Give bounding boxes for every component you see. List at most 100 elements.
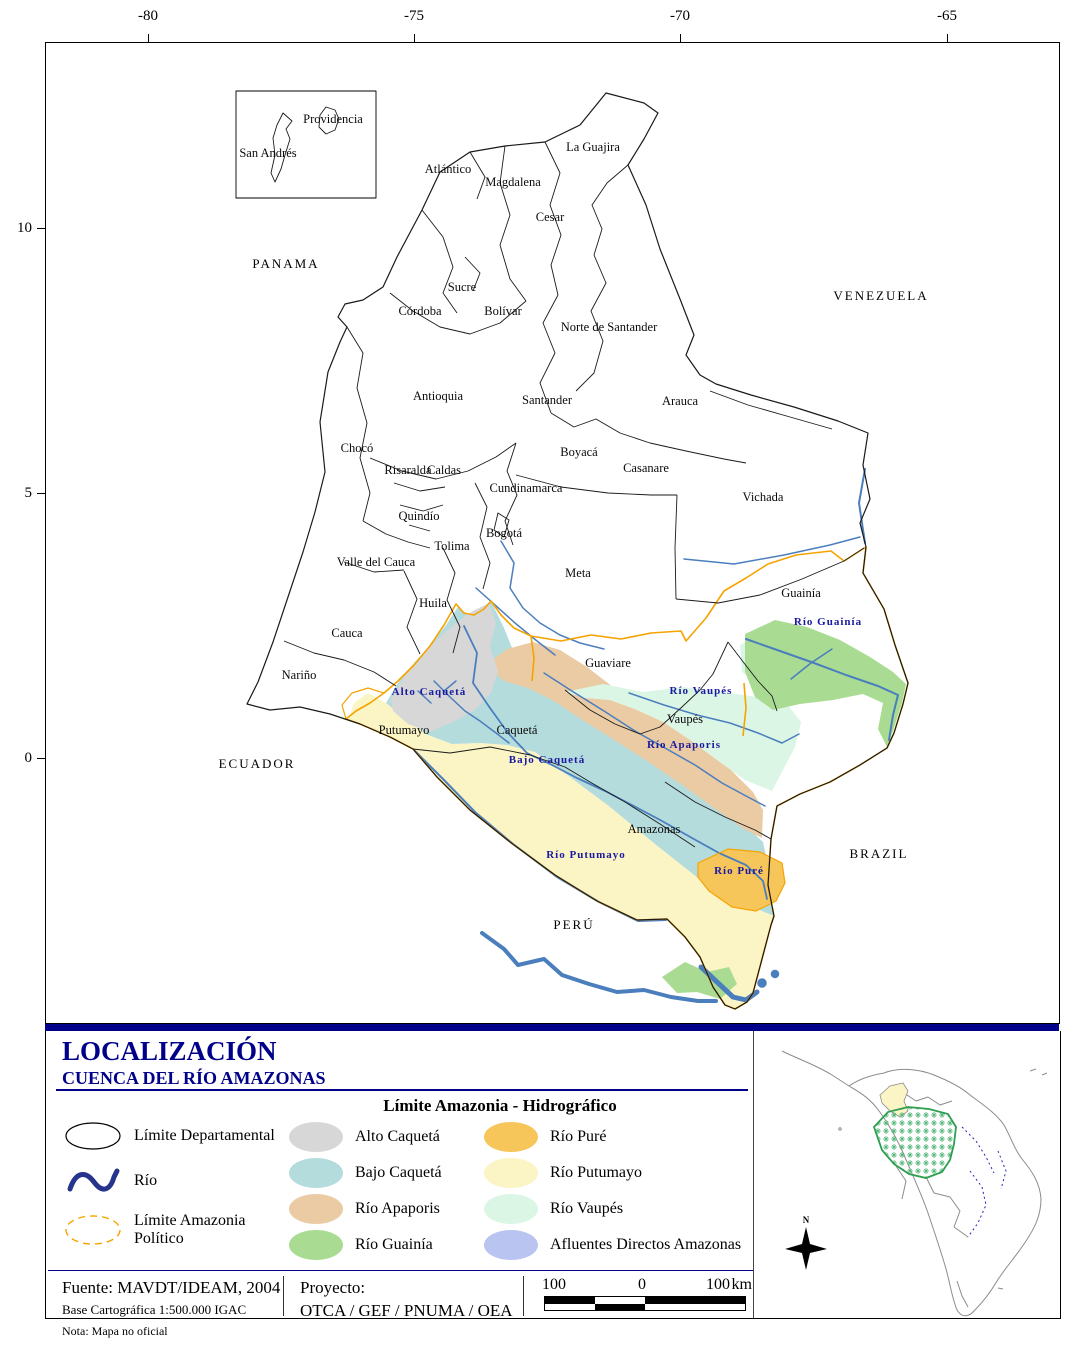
region-rio-apaporis	[486, 642, 763, 838]
axis-left-label-0: 0	[24, 750, 33, 766]
dept-border	[499, 145, 527, 302]
dept-label-bogotá: Bogotá	[486, 526, 523, 540]
providencia-island	[318, 106, 340, 135]
dept-label-caquetá: Caquetá	[497, 723, 538, 737]
color-swatch	[289, 1194, 343, 1224]
source-line: Fuente: MAVDT/IDEAM, 2004	[62, 1278, 281, 1297]
main-map-frame: PANAMA VENEZUELA ECUADOR PERÚ BRAZIL Provide…	[45, 42, 1060, 1024]
dept-label-arauca: Arauca	[662, 394, 699, 408]
legend-item-afluentes-directos: Afluentes Directos Amazonas	[482, 1228, 741, 1262]
dept-border	[664, 781, 772, 840]
limite-politico-line	[697, 848, 786, 912]
dept-border	[727, 641, 778, 712]
axis-top-tick	[148, 34, 149, 42]
legend-item-limite-departamental: Límite Departamental	[62, 1120, 275, 1152]
title-rule	[56, 1089, 748, 1091]
dept-border	[346, 326, 371, 522]
river-caqueta	[463, 625, 768, 900]
dept-label-vichada: Vichada	[743, 490, 784, 504]
scale-unit: km	[731, 1276, 752, 1293]
country-label-brazil: BRAZIL	[850, 846, 909, 861]
basin-label-bajo-caquetá: Bajo Caquetá	[509, 754, 585, 766]
river	[475, 587, 556, 656]
dept-border	[591, 164, 629, 256]
dept-border	[493, 512, 510, 538]
color-swatch	[484, 1158, 538, 1188]
inset-river	[967, 1170, 987, 1238]
footer-divider	[523, 1276, 524, 1316]
dept-border	[389, 292, 527, 335]
river	[500, 540, 605, 650]
axis-top-label-70: -70	[670, 8, 690, 24]
dept-label-boyacá: Boyacá	[560, 445, 598, 459]
dept-label-sucre: Sucre	[448, 280, 477, 294]
dept-label-cesar: Cesar	[536, 210, 565, 224]
south-america-inset-map: N	[781, 1050, 1048, 1317]
south-america-coast	[848, 1068, 1042, 1317]
dept-border	[539, 294, 559, 414]
dept-border	[550, 412, 747, 464]
legend-item-label: Río Vaupés	[550, 1199, 624, 1217]
legend-item-label: Río Guainía	[355, 1235, 433, 1253]
dept-border	[283, 640, 397, 687]
dept-border	[412, 746, 696, 848]
river-vaupes	[628, 692, 800, 744]
scale-segment	[545, 1297, 595, 1304]
axis-top-label-65: -65	[937, 8, 957, 24]
dept-label-casanare: Casanare	[623, 461, 669, 475]
scale-segment	[545, 1303, 595, 1310]
dept-label-nariño: Nariño	[282, 668, 317, 682]
inset-islands	[997, 1068, 1048, 1290]
legend-section-title: Límite Amazonia - Hidrográfico	[383, 1096, 617, 1115]
dept-border	[403, 570, 421, 655]
country-labels: PANAMA VENEZUELA ECUADOR PERÚ BRAZIL	[219, 256, 927, 932]
color-swatch	[289, 1230, 343, 1260]
colombia-outline	[246, 92, 909, 1010]
ellipse-dashed-symbol	[65, 1215, 121, 1245]
inset-coastlines	[781, 1050, 1048, 1317]
scale-bar: 100 0 100 km	[540, 1276, 752, 1311]
dept-label-chocó: Chocó	[341, 441, 374, 455]
compass-rose: N	[785, 1215, 827, 1270]
dept-label-risaralda: Risaralda	[384, 463, 432, 477]
dept-label-norte-de-santander: Norte de Santander	[561, 320, 658, 334]
country-label-perú: PERÚ	[553, 917, 594, 932]
dept-label-guaviare: Guaviare	[585, 656, 631, 670]
region-rio-vaupes	[565, 684, 801, 791]
river-symbol	[67, 1168, 120, 1192]
legend-item-label: Río Apaporis	[355, 1199, 440, 1217]
axis-top-label-75: -75	[404, 8, 424, 24]
separator-band	[45, 1024, 1059, 1031]
basin-fill-regions	[348, 601, 906, 1009]
dept-border	[564, 641, 729, 735]
project-block: Proyecto: OTCA / GEF / PNUMA / OEA	[300, 1278, 513, 1321]
dept-label-atlántico: Atlántico	[425, 162, 472, 176]
legend-item-label: Alto Caquetá	[355, 1127, 440, 1145]
legend-item-rio-vaupes: Río Vaupés	[482, 1192, 741, 1226]
dept-border	[575, 254, 607, 392]
dept-border	[369, 442, 517, 480]
inset-river	[961, 1126, 995, 1174]
dept-label-antioquia: Antioquia	[413, 389, 463, 403]
scale-segment	[645, 1297, 745, 1304]
river	[858, 468, 866, 544]
colombia-map: PANAMA VENEZUELA ECUADOR PERÚ BRAZIL Provide…	[219, 90, 927, 1010]
dept-label-providencia: Providencia	[303, 112, 363, 126]
legend-item-limite-amazonia-politico: Límite Amazonia Político	[62, 1210, 275, 1250]
chile-strip	[956, 1280, 969, 1308]
legend-item-bajo-caqueta: Bajo Caquetá	[287, 1156, 442, 1190]
project-label: Proyecto:	[300, 1278, 366, 1297]
country-label-ecuador: ECUADOR	[219, 756, 296, 771]
scale-labels: 100 0 100 km	[540, 1276, 752, 1294]
river-apaporis	[543, 672, 766, 807]
limite-politico-line	[530, 635, 535, 682]
inset-rivers	[961, 1126, 1007, 1238]
dept-border	[442, 547, 461, 654]
river-amazonas-peru	[480, 931, 718, 1003]
panel-title: LOCALIZACIÓN	[62, 1036, 277, 1066]
dept-border	[469, 151, 486, 200]
scale-label-left: 100	[542, 1276, 566, 1293]
dept-label-guainía: Guainía	[781, 586, 821, 600]
color-swatch	[289, 1122, 343, 1152]
scale-bar-graphic	[544, 1296, 746, 1311]
